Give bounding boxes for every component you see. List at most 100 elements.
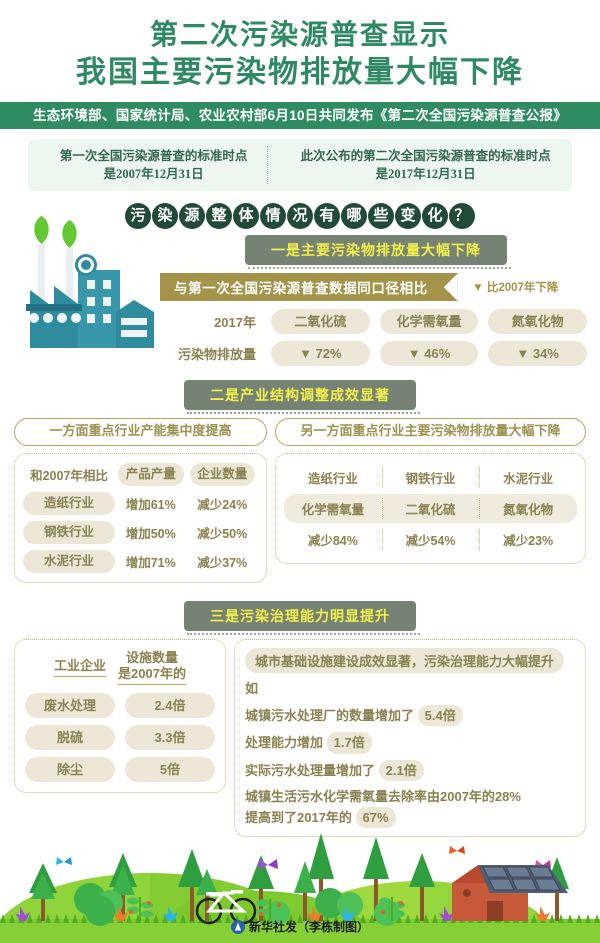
industry-cement: 水泥行业 bbox=[23, 550, 115, 574]
section-1-banner-row: 一是主要污染物排放量大幅下降 bbox=[160, 235, 592, 270]
section-3: 三是污染治理能力明显提升 工业企业 设施数量 是2007年的 废水处理 2.4倍… bbox=[0, 601, 600, 838]
col-header-firms: 企业数量 bbox=[189, 463, 255, 487]
first-census-date: 第一次全国污染源普查的标准时点 是2007年12月31日 bbox=[28, 139, 279, 191]
question-title-char: 整 bbox=[206, 203, 232, 230]
right-col-cement-reduction: 减少23% bbox=[479, 525, 577, 554]
col-header-output: 产品产量 bbox=[118, 463, 184, 487]
cement-pollutant: 氮氧化物 bbox=[503, 503, 554, 518]
table-row: 脱硫 3.3倍 bbox=[25, 724, 215, 750]
stat-capacity-value: 1.7倍 bbox=[326, 732, 372, 754]
section-3-right-title: 城市基础设施建设成效显著，污染治理能力大幅提升 bbox=[245, 648, 565, 674]
stat-cod-removal-text2: 提高到了2017年的 bbox=[245, 809, 352, 825]
stat-plants-value: 5.4倍 bbox=[417, 704, 463, 727]
table-row: 水泥行业 增加71% 减少37% bbox=[23, 550, 258, 574]
facility-desulfurization-value: 3.3倍 bbox=[125, 724, 215, 750]
section-3-columns: 工业企业 设施数量 是2007年的 废水处理 2.4倍 脱硫 3.3倍 除尘 5 bbox=[14, 639, 586, 838]
credit-text: 新华社发（李栋制图） bbox=[248, 920, 369, 934]
section-1-ribbon-row: 与第一次全国污染源普查数据同口径相比 ▼ 比2007年下降 bbox=[160, 273, 592, 302]
pollutant-so2: 二氧化硫 bbox=[271, 309, 370, 335]
section-2: 二是产业结构调整成效显著 一方面重点行业产能集中度提高 和2007年相比 产品产… bbox=[0, 380, 600, 584]
source-subtitle-bar: 生态环境部、国家统计局、农业农村部6月10日共同发布《第二次全国污染源普查公报》 bbox=[0, 102, 600, 130]
industry-paper: 造纸行业 bbox=[23, 492, 115, 516]
question-title-chars: 污染源整体情况有哪些变化？ bbox=[125, 203, 476, 230]
second-census-date-line1: 此次公布的第二次全国污染源普查的标准时点 bbox=[300, 149, 551, 164]
table-row: 2017年 二氧化硫 化学需氧量 氮氧化物 bbox=[160, 309, 592, 335]
first-census-date-line1: 第一次全国污染源普查的标准时点 bbox=[59, 149, 248, 164]
section-3-lead: 如 bbox=[245, 681, 259, 697]
question-title-char: 些 bbox=[368, 203, 394, 230]
pollutant-nox: 氮氧化物 bbox=[488, 309, 588, 335]
stat-capacity-text: 处理能力增加 bbox=[245, 735, 324, 751]
section-2-right-column: 另一方面重点行业主要污染物排放量大幅下降 造纸行业 钢铁行业 水泥行业 bbox=[275, 418, 586, 583]
bush-group bbox=[74, 883, 400, 926]
section-2-banner-row: 二是产业结构调整成效显著 bbox=[0, 380, 600, 415]
header-industrial-enterprises: 工业企业 bbox=[54, 658, 107, 677]
facility-dust-value: 5倍 bbox=[125, 756, 215, 782]
right-col-cement: 水泥行业 bbox=[479, 463, 577, 492]
industry-header-row: 造纸行业 钢铁行业 水泥行业 bbox=[284, 463, 577, 492]
question-title-char: 情 bbox=[260, 203, 286, 230]
table-row: 钢铁行业 增加50% 减少50% bbox=[23, 521, 258, 545]
section-3-left-table: 工业企业 设施数量 是2007年的 废水处理 2.4倍 脱硫 3.3倍 除尘 5 bbox=[14, 639, 226, 793]
section-3-right-panel: 城市基础设施建设成效显著，污染治理能力大幅提升 如 城镇污水处理厂的数量增加了 … bbox=[234, 639, 586, 838]
section-1-table: 2017年 二氧化硫 化学需氧量 氮氧化物 污染物排放量 ▼ 72% ▼ 46%… bbox=[160, 309, 592, 367]
section-2-columns: 一方面重点行业产能集中度提高 和2007年相比 产品产量 企业数量 造纸行业 增… bbox=[14, 418, 586, 584]
industry-steel: 钢铁行业 bbox=[23, 521, 115, 545]
section-3-banner: 三是污染治理能力明显提升 bbox=[184, 601, 420, 636]
question-title-char: 化 bbox=[422, 203, 448, 230]
question-title-char: 源 bbox=[179, 203, 205, 230]
list-item: 处理能力增加 1.7倍 bbox=[245, 732, 575, 754]
sapling-leaves bbox=[127, 897, 405, 920]
section-2-right-table: 造纸行业 钢铁行业 水泥行业 化学需氧量 bbox=[275, 453, 586, 565]
second-census-date-line2: 是2017年12月31日 bbox=[375, 167, 476, 182]
header-facility-count: 设施数量 是2007年的 bbox=[118, 650, 186, 685]
berries bbox=[129, 901, 403, 916]
stat-cod-removal-value: 67% bbox=[355, 806, 396, 829]
question-title-char: 体 bbox=[233, 203, 259, 230]
section-1-banner: 一是主要污染物排放量大幅下降 bbox=[245, 235, 511, 270]
right-col-cement-pollutant: 氮氧化物 bbox=[479, 494, 577, 523]
list-item: 实际污水处理量增加了 2.1倍 bbox=[245, 759, 575, 782]
question-title-char: 有 bbox=[314, 203, 340, 230]
paper-reduction: 减少84% bbox=[307, 534, 358, 549]
section-1: 一是主要污染物排放量大幅下降 与第一次全国污染源普查数据同口径相比 ▼ 比200… bbox=[0, 235, 600, 367]
stat-cod-removal-line2: 提高到了2017年的 67% bbox=[245, 806, 575, 829]
right-industry-steel: 钢铁行业 bbox=[405, 472, 456, 487]
flower-group bbox=[15, 906, 550, 921]
section-1-note: ▼ 比2007年下降 bbox=[472, 282, 559, 295]
credit-line: 新华社发（李栋制图） bbox=[0, 918, 600, 935]
section-2-banner: 二是产业结构调整成效显著 bbox=[184, 380, 420, 415]
right-industry-cement: 水泥行业 bbox=[503, 472, 554, 487]
section-3-left-headers: 工业企业 设施数量 是2007年的 bbox=[25, 650, 215, 685]
landscape-illustration bbox=[0, 833, 600, 943]
xinhua-logo-icon bbox=[230, 919, 245, 934]
pollutant-row: 化学需氧量 二氧化硫 氮氧化物 bbox=[284, 494, 577, 524]
right-col-paper: 造纸行业 bbox=[284, 463, 382, 492]
section-2-left-column: 一方面重点行业产能集中度提高 和2007年相比 产品产量 企业数量 造纸行业 增… bbox=[14, 418, 267, 584]
row-label-year: 2017年 bbox=[214, 315, 256, 331]
page-title-line1: 第二次污染源普查显示 bbox=[149, 20, 450, 51]
section-2-left-table: 和2007年相比 产品产量 企业数量 造纸行业 增加61% 减少24% 钢铁行业… bbox=[14, 453, 267, 584]
stat-treated-text: 实际污水处理量增加了 bbox=[245, 762, 376, 778]
list-item: 城镇污水处理厂的数量增加了 5.4倍 bbox=[245, 704, 575, 727]
paper-firms: 减少24% bbox=[197, 498, 248, 513]
bicycle-seat bbox=[206, 892, 222, 896]
stat-treated-value: 2.1倍 bbox=[378, 759, 424, 782]
right-industry-paper: 造纸行业 bbox=[307, 472, 358, 487]
right-col-steel-pollutant: 二氧化硫 bbox=[381, 494, 480, 523]
table-header-row: 和2007年相比 产品产量 企业数量 bbox=[23, 463, 258, 487]
question-title-char: 哪 bbox=[341, 203, 367, 230]
facility-dust: 除尘 bbox=[25, 756, 115, 782]
right-col-steel: 钢铁行业 bbox=[381, 463, 480, 492]
table-row: 污染物排放量 ▼ 72% ▼ 46% ▼ 34% bbox=[160, 341, 592, 367]
table-row: 造纸行业 增加61% 减少24% bbox=[23, 492, 258, 516]
paper-pollutant: 化学需氧量 bbox=[301, 503, 365, 518]
question-title-char: ？ bbox=[449, 203, 475, 230]
pollutant-cod: 化学需氧量 bbox=[379, 309, 479, 335]
factory-illustration bbox=[26, 216, 154, 348]
question-title-char: 污 bbox=[125, 203, 151, 230]
page-title-line2: 我国主要污染物排放量大幅下降 bbox=[76, 55, 524, 89]
reduction-row: 减少84% 减少54% 减少23% bbox=[284, 525, 577, 554]
section-1-ribbon: 与第一次全国污染源普查数据同口径相比 bbox=[160, 273, 458, 302]
